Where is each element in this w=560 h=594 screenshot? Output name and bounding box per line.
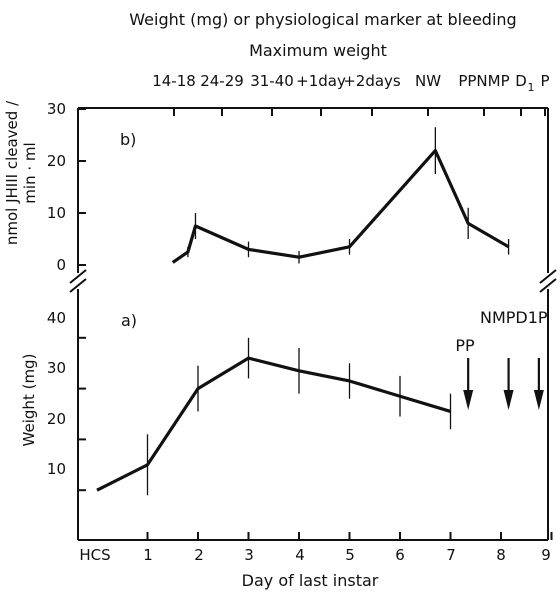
x-tick-label: 3: [244, 546, 254, 564]
top-tick-label: P: [540, 72, 549, 90]
axis-break-mark: [69, 269, 87, 284]
a-y-tick-labels: 10 20 30 40: [47, 309, 66, 478]
x-axis-label: Day of last instar: [242, 571, 379, 590]
x-tick-label: 5: [345, 546, 355, 564]
axis-break-mark: [69, 278, 87, 293]
marker-arrow-head: [503, 390, 514, 410]
top-tick-label: 24-29: [200, 72, 244, 90]
arrow-label-nmp: NMP: [480, 308, 516, 327]
b-series-line: [171, 149, 510, 264]
top-tick-labels: 14-18 24-29 31-40 +1day +2days NW PPNMP …: [152, 72, 549, 94]
a-y-tick-label: 30: [47, 359, 66, 377]
top-tick-label: 1: [528, 81, 535, 94]
top-title: Weight (mg) or physiological marker at b…: [129, 10, 516, 29]
axis-break-mark: [539, 269, 557, 284]
a-y-tick-label: 20: [47, 410, 66, 428]
x-tick-label: 8: [496, 546, 506, 564]
plot-layer: [78, 108, 553, 540]
top-subtitle: Maximum weight: [249, 41, 387, 60]
top-tick-label: PPNMP: [458, 72, 509, 90]
top-tick-label: +2days: [343, 72, 401, 90]
b-y-tick-label: 20: [47, 152, 66, 170]
axes-frame: [69, 107, 557, 541]
top-tick-label: 14-18: [152, 72, 196, 90]
panel-label-b: b): [120, 130, 136, 149]
b-y-tick-labels: 0 10 20 30: [47, 100, 66, 274]
x-tick-label: 9: [541, 546, 551, 564]
x-tick-label: 6: [395, 546, 405, 564]
panel-label-a: a): [121, 311, 137, 330]
marker-arrow-head: [463, 390, 474, 410]
arrow-label-pp: PP: [455, 336, 475, 355]
b-y-tick-label: 30: [47, 100, 66, 118]
x-tick-label: HCS: [79, 546, 110, 564]
b-ylabel-line1: nmol JHIII cleaved /: [3, 100, 21, 245]
x-tick-labels: HCS 1 2 3 4 5 6 7 8 9: [79, 546, 550, 564]
arrow-label-d1p: D1P: [515, 308, 548, 327]
marker-arrow-head: [533, 390, 544, 410]
a-series-line: [96, 356, 451, 492]
x-tick-label: 7: [446, 546, 456, 564]
a-ylabel: Weight (mg): [20, 354, 38, 447]
x-tick-label: 4: [295, 546, 305, 564]
top-tick-label: +1day: [296, 72, 346, 90]
a-y-tick-label: 10: [47, 460, 66, 478]
top-tick-label: NW: [415, 72, 441, 90]
a-y-tick-label: 40: [47, 309, 66, 327]
b-y-tick-label: 0: [56, 256, 66, 274]
x-tick-label: 1: [143, 546, 153, 564]
b-ylabel-line2: min · ml: [21, 142, 39, 203]
x-tick-label: 2: [194, 546, 204, 564]
top-tick-label: 31-40: [250, 72, 294, 90]
axis-break-mark: [539, 278, 557, 293]
b-y-tick-label: 10: [47, 204, 66, 222]
arrow-label-nmp-d1p: NMPD1P: [480, 308, 548, 327]
top-tick-label: D: [515, 72, 527, 90]
